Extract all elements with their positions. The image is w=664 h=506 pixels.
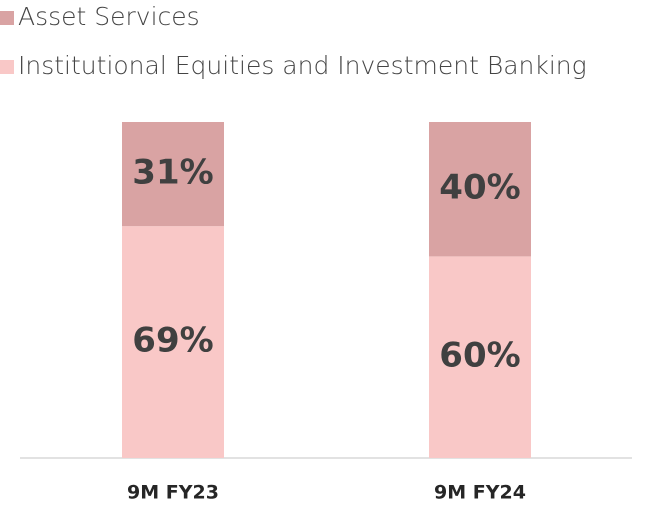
data-label: 40% [439,168,520,208]
data-label: 31% [132,153,213,193]
data-label: 60% [439,336,520,376]
bar-segment [122,226,224,458]
bar-segment [122,122,224,227]
legend-label: Asset Services [18,2,200,31]
bar-segment [429,256,531,458]
x-tick-label: 9M FY24 [434,482,526,504]
x-tick-label: 9M FY23 [127,482,219,504]
legend-swatch [0,11,14,25]
data-label: 69% [132,321,213,361]
legend-swatch [0,60,14,74]
legend-label: Institutional Equities and Investment Ba… [18,51,587,80]
bar-segment [429,122,531,257]
